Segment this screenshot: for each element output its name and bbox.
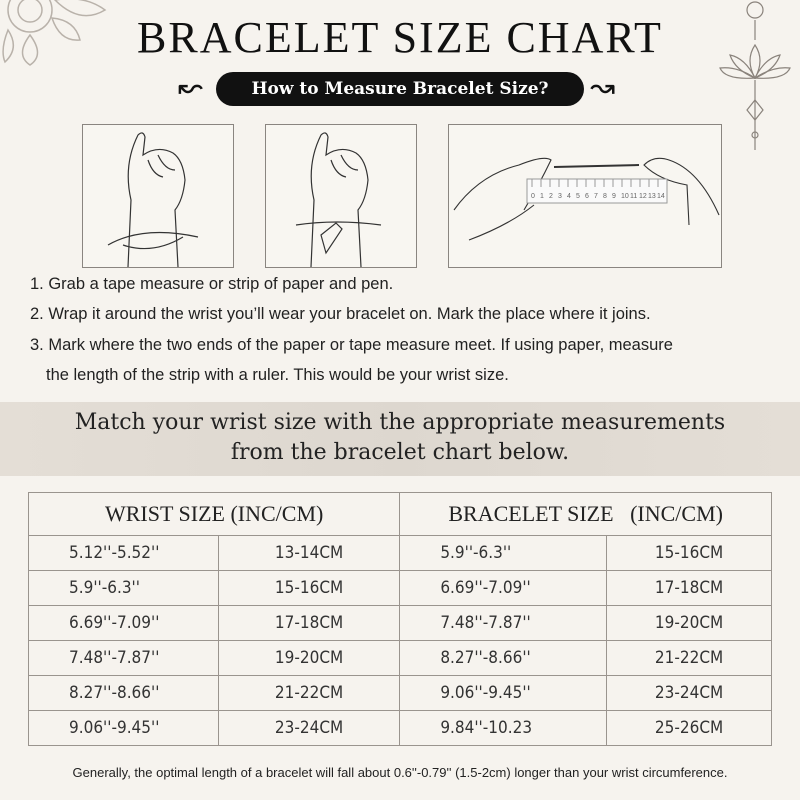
illustration-mark-wrist: [265, 124, 417, 268]
ruler-label: 3: [558, 193, 562, 200]
match-banner: Match your wrist size with the appropria…: [0, 402, 800, 476]
wrist-cm-cell: 17-18CM: [217, 605, 401, 641]
wrist-cm-cell: 21-22CM: [217, 675, 401, 711]
ruler-label: 6: [585, 193, 589, 200]
wrist-inch-cell: 5.9''-6.3'': [28, 570, 219, 606]
wrist-cm-cell: 15-16CM: [217, 570, 401, 606]
wrist-inch-cell: 7.48''-7.87'': [28, 640, 219, 676]
bracelet-inch-cell: 9.06''-9.45'': [399, 675, 608, 711]
bracelet-inch-cell: 7.48''-7.87'': [399, 605, 608, 641]
bracelet-cm-cell: 25-26CM: [606, 710, 772, 746]
wrist-cm-cell: 13-14CM: [217, 535, 401, 571]
footer-note: Generally, the optimal length of a brace…: [72, 765, 728, 780]
banner-line-2: from the bracelet chart below.: [230, 440, 570, 465]
table-row: 7.48''-7.87'' 19-20CM 8.27''-8.66'' 21-22CM: [28, 640, 772, 676]
ruler-label: 8: [603, 193, 607, 200]
hand-pen-icon: [295, 132, 382, 268]
ruler-label: 11: [630, 193, 637, 200]
wrist-size-header: WRIST SIZE (INC/CM): [27, 492, 401, 536]
ruler-label: 14: [657, 193, 665, 200]
bracelet-cm-cell: 19-20CM: [606, 605, 772, 641]
mandala-ornament-icon: [2, 0, 107, 66]
bracelet-inch-cell: 8.27''-8.66'': [399, 640, 608, 676]
wrist-cm-cell: 19-20CM: [217, 640, 401, 676]
wrist-cm-cell: 23-24CM: [217, 710, 401, 746]
ruler-label: 5: [576, 193, 580, 200]
ruler-label: 0: [531, 193, 535, 200]
instruction-step-3-cont: the length of the strip with a ruler. Th…: [46, 366, 509, 384]
ruler-label: 2: [549, 193, 553, 200]
table-row: 8.27''-8.66'' 21-22CM 9.06''-9.45'' 23-24CM: [28, 675, 772, 711]
ruler-label: 13: [648, 193, 656, 200]
wrist-inch-cell: 5.12''-5.52'': [28, 535, 219, 571]
instruction-step-2: 2. Wrap it around the wrist you’ll wear …: [30, 305, 651, 323]
illustration-wrap-wrist: [82, 124, 234, 268]
bracelet-cm-cell: 15-16CM: [606, 535, 772, 571]
right-swirl-ornament-icon: ↝: [590, 71, 616, 104]
size-table: WRIST SIZE (INC/CM) BRACELET SIZE (INC/C…: [27, 492, 772, 746]
ruler-label: 10: [621, 193, 629, 200]
ruler-label: 4: [567, 193, 571, 200]
table-row: 9.06''-9.45'' 23-24CM 9.84''-10.23 25-26CM: [28, 710, 772, 746]
bracelet-size-header: BRACELET SIZE (INC/CM): [399, 492, 772, 536]
lotus-ornament-icon: [719, 1, 791, 150]
ruler-label: 12: [639, 193, 647, 200]
bracelet-inch-cell: 5.9''-6.3'': [399, 535, 608, 571]
bracelet-inch-cell: 6.69''-7.09'': [399, 570, 608, 606]
illustration-ruler-measure: 0 1 2 3 4 5 6 7 8 9 10 11 12 13 14: [448, 124, 722, 268]
bracelet-cm-cell: 17-18CM: [606, 570, 772, 606]
banner-line-1: Match your wrist size with the appropria…: [74, 410, 726, 435]
hands-ruler-icon: 0 1 2 3 4 5 6 7 8 9 10 11 12 13 14: [453, 157, 720, 241]
instruction-step-3: 3. Mark where the two ends of the paper …: [30, 336, 673, 354]
ruler-label: 7: [594, 193, 598, 200]
page-title: BRACELET SIZE CHART: [137, 13, 663, 62]
bracelet-inch-cell: 9.84''-10.23: [399, 710, 608, 746]
table-row: 5.12''-5.52'' 13-14CM 5.9''-6.3'' 15-16CM: [28, 535, 772, 571]
left-swirl-ornament-icon: ↜: [178, 71, 204, 104]
table-row: 6.69''-7.09'' 17-18CM 7.48''-7.87'' 19-20CM: [28, 605, 772, 641]
wrist-inch-cell: 8.27''-8.66'': [28, 675, 219, 711]
bracelet-cm-cell: 21-22CM: [606, 640, 772, 676]
ruler-label: 1: [540, 193, 544, 200]
subtitle-badge: How to Measure Bracelet Size?: [216, 72, 584, 106]
bracelet-cm-cell: 23-24CM: [606, 675, 772, 711]
wrist-inch-cell: 6.69''-7.09'': [28, 605, 219, 641]
wrist-inch-cell: 9.06''-9.45'': [28, 710, 219, 746]
ruler-label: 9: [612, 193, 616, 200]
hand-wrap-icon: [107, 132, 199, 268]
table-row: 5.9''-6.3'' 15-16CM 6.69''-7.09'' 17-18CM: [28, 570, 772, 606]
instruction-step-1: 1. Grab a tape measure or strip of paper…: [30, 275, 394, 293]
